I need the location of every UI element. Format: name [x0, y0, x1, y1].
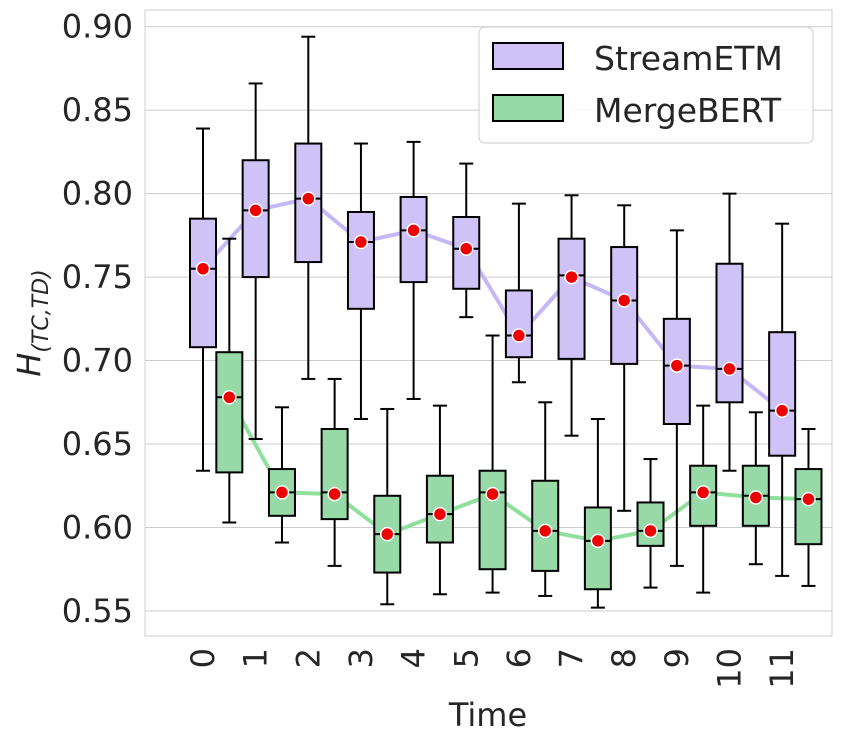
y-tick-label: 0.80 [62, 175, 133, 213]
mean-marker [537, 523, 553, 539]
mean-marker [459, 241, 474, 256]
y-axis-label: H(TC,TD) [10, 269, 54, 376]
mean-marker [669, 358, 685, 373]
box-iqr [320, 428, 349, 521]
x-tick-label: 10 [711, 648, 749, 689]
y-tick-label: 0.70 [62, 342, 133, 380]
box-streametm-2 [294, 35, 323, 380]
mean-marker [301, 191, 316, 206]
x-tick-label: 2 [289, 648, 327, 668]
box-streametm-0 [189, 127, 217, 472]
mean-marker [564, 269, 579, 285]
mean-marker [695, 485, 711, 500]
box-streametm-11 [768, 222, 797, 577]
legend: StreamETM MergeBERT [478, 26, 814, 144]
mean-marker [222, 390, 237, 405]
box-streametm-6 [504, 202, 533, 384]
x-tick-label: 11 [763, 648, 801, 689]
mean-marker [590, 533, 606, 549]
x-tick-label: 0 [184, 648, 222, 668]
mean-marker [485, 486, 500, 502]
x-tick-label: 9 [658, 648, 696, 668]
box-iqr [399, 195, 428, 284]
mean-marker [353, 234, 369, 250]
legend-label-streametm: StreamETM [594, 39, 783, 78]
mean-marker [722, 361, 737, 377]
svg-text:H(TC,TD): H(TC,TD) [10, 269, 54, 376]
box-iqr [768, 331, 797, 457]
mean-markers [195, 191, 816, 549]
box-streametm-4 [399, 140, 428, 400]
box-iqr [294, 142, 323, 264]
y-tick-label: 0.75 [62, 258, 133, 296]
box-iqr [504, 289, 533, 359]
boxes [189, 35, 823, 609]
box-mergebert-2 [320, 377, 349, 567]
x-tick-label: 6 [500, 648, 538, 668]
mean-marker [748, 490, 764, 505]
x-tick-label: 8 [605, 648, 643, 668]
y-tick-label: 0.90 [62, 8, 133, 46]
y-tick-label: 0.55 [62, 592, 133, 630]
box-iqr [794, 468, 823, 546]
box-streametm-1 [241, 82, 270, 441]
mean-marker [195, 261, 211, 276]
mean-marker [327, 486, 342, 502]
mean-marker [511, 328, 527, 343]
y-axis-label-subscript: (TC,TD) [29, 269, 54, 352]
x-tick-label: 4 [395, 648, 433, 668]
box-mergebert-7 [583, 417, 612, 609]
x-tick-label: 5 [447, 648, 485, 668]
box-iqr [215, 351, 244, 474]
box-iqr [189, 217, 217, 349]
box-mergebert-0 [215, 237, 244, 524]
box-streametm-7 [557, 194, 586, 437]
y-tick-label: 0.85 [62, 91, 133, 129]
box-iqr [557, 237, 586, 360]
box-mergebert-11 [794, 428, 823, 587]
mean-marker [801, 491, 816, 507]
mean-marker [643, 523, 658, 539]
y-tick-label: 0.65 [62, 425, 133, 463]
x-tick-label: 1 [237, 648, 275, 668]
x-tick-label: 7 [553, 648, 591, 668]
mean-marker [274, 485, 290, 500]
box-iqr [715, 262, 744, 404]
y-axis-label-main: H [10, 353, 48, 377]
mean-marker [774, 403, 790, 418]
mean-marker [432, 506, 448, 522]
legend-swatch-streametm [492, 42, 564, 70]
box-streametm-3 [346, 142, 375, 420]
mean-marker [248, 203, 263, 218]
box-streametm-10 [715, 192, 744, 472]
box-iqr [478, 469, 507, 571]
box-iqr [346, 210, 375, 310]
box-iqr [583, 506, 612, 591]
legend-label-mergebert: MergeBERT [594, 91, 782, 130]
legend-swatch-mergebert [492, 94, 564, 122]
mean-marker [380, 526, 395, 542]
mean-marker [406, 223, 421, 238]
mean-marker [616, 293, 632, 308]
y-tick-labels: 0.55 0.60 0.65 0.70 0.75 0.80 0.85 0.90 [62, 8, 133, 630]
x-axis-label: Time [448, 696, 527, 734]
box-iqr [241, 159, 270, 279]
y-tick-label: 0.60 [62, 508, 133, 546]
x-tick-labels: 0 1 2 3 4 5 6 7 8 9 10 11 [184, 648, 801, 689]
x-tick-label: 3 [342, 648, 380, 668]
